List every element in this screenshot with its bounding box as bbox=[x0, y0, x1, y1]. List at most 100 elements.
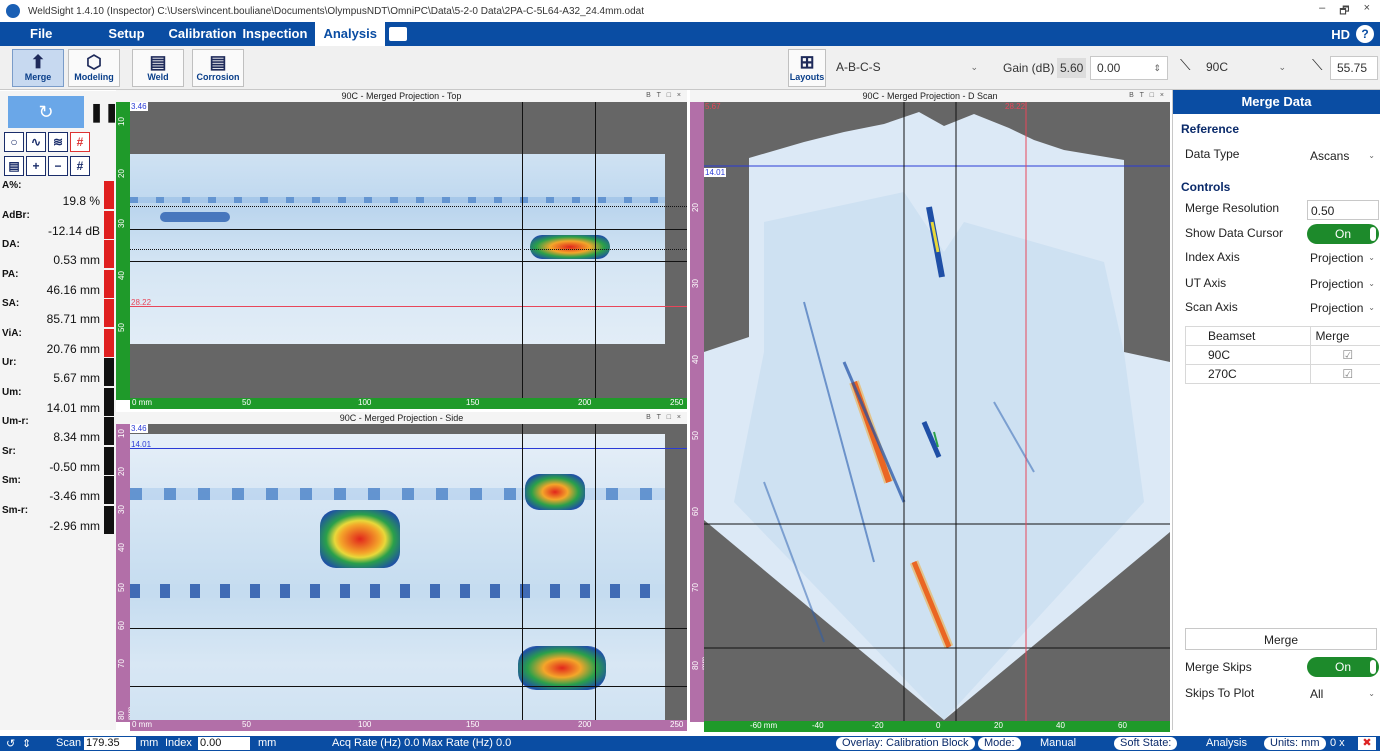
merge-checkbox[interactable]: ☑ bbox=[1310, 364, 1380, 384]
weld-tool-button[interactable]: ▤ Weld bbox=[132, 49, 184, 87]
angle-input[interactable]: 55.75 bbox=[1330, 56, 1378, 80]
title-bar: WeldSight 1.4.10 (Inspector) C:\Users\vi… bbox=[0, 0, 1380, 22]
dscan-plot[interactable]: 5.67 14.01 28.22 bbox=[704, 102, 1170, 722]
document-icon: ▤ bbox=[209, 52, 227, 72]
index-axis-select[interactable]: Projection ⌄ bbox=[1307, 248, 1379, 268]
units-status[interactable]: Units: mm bbox=[1264, 737, 1326, 750]
measurement-key: A%: bbox=[2, 180, 22, 191]
measurement-row: SA: 85.71 mm bbox=[2, 298, 114, 328]
alarm-icon[interactable]: ✖ bbox=[1358, 737, 1376, 750]
vtick: 70 bbox=[691, 583, 700, 592]
vtick: 50 bbox=[691, 431, 700, 440]
index-input[interactable]: 0.00 bbox=[198, 737, 250, 750]
table-row[interactable]: 90C ☑ bbox=[1184, 345, 1380, 365]
measurement-key: ViA: bbox=[2, 327, 22, 339]
dscan-vertical-axis[interactable]: 20 30 40 50 60 70 80 mm bbox=[690, 102, 709, 722]
menu-inspection[interactable]: Inspection bbox=[242, 26, 308, 41]
panel-toggle-icon[interactable] bbox=[388, 27, 407, 41]
merge-button[interactable]: Merge bbox=[1185, 628, 1377, 650]
merge-resolution-input[interactable]: 0.50 bbox=[1307, 200, 1379, 220]
remove-icon[interactable]: − bbox=[48, 156, 68, 176]
beamset-name: 270C bbox=[1184, 364, 1312, 384]
panel-controls[interactable]: B T □ × bbox=[646, 92, 683, 99]
skips-to-plot-value: All bbox=[1310, 687, 1324, 701]
top-view-vertical-axis[interactable]: 10 20 30 40 50 bbox=[116, 102, 130, 400]
layout-select[interactable]: A-B-C-S ⌄ bbox=[830, 56, 984, 80]
side-view-horizontal-axis[interactable]: 0 mm 50 100 150 200 250 bbox=[130, 720, 687, 731]
minimize-button[interactable]: – bbox=[1319, 1, 1326, 14]
table-row[interactable]: 270C ☑ bbox=[1184, 364, 1380, 384]
skips-to-plot-select[interactable]: All ⌄ bbox=[1307, 684, 1379, 704]
axis-swap-icon[interactable]: ⇕ bbox=[22, 738, 32, 750]
close-button[interactable]: × bbox=[1363, 1, 1370, 14]
gain-input[interactable]: 0.00 ⇕ bbox=[1090, 56, 1168, 80]
pause-button[interactable]: ❚❚ bbox=[89, 96, 119, 128]
beam-icon: ⟍ bbox=[1180, 57, 1191, 74]
mode-label: Mode: bbox=[978, 737, 1021, 750]
merge-skips-toggle[interactable]: On bbox=[1307, 657, 1379, 677]
menu-setup[interactable]: Setup bbox=[108, 26, 145, 41]
scan-axis-select[interactable]: Projection ⌄ bbox=[1307, 298, 1379, 318]
measurement-bar bbox=[104, 387, 114, 416]
side-view-plot[interactable]: 3.46 14.01 bbox=[130, 424, 687, 722]
indication-hotspot bbox=[320, 510, 400, 568]
panel-controls[interactable]: B T □ × bbox=[646, 414, 683, 421]
max-rate: Max Rate (Hz) 0.0 bbox=[422, 737, 512, 749]
cursor-line bbox=[130, 261, 687, 262]
chevron-down-icon: ⌄ bbox=[1368, 253, 1375, 262]
corrosion-tool-button[interactable]: ▤ Corrosion bbox=[192, 49, 244, 87]
help-icon[interactable]: ? bbox=[1356, 25, 1374, 43]
menu-calibration[interactable]: Calibration bbox=[168, 26, 237, 41]
mode-value[interactable]: Manual bbox=[1040, 737, 1077, 749]
beam-select[interactable]: 90C ⌄ bbox=[1200, 56, 1292, 80]
menu-bar: File Setup Calibration Inspection Analys… bbox=[0, 22, 1380, 46]
cursor-label: 3.46 bbox=[130, 424, 148, 433]
measurement-bar bbox=[104, 358, 114, 386]
measurement-value: -0.50 mm bbox=[49, 459, 100, 474]
dscan-horizontal-axis[interactable]: -60 mm -40 -20 0 20 40 60 bbox=[704, 721, 1170, 732]
panel-controls[interactable]: B T □ × bbox=[1129, 92, 1166, 99]
add-icon[interactable]: + bbox=[26, 156, 46, 176]
ut-axis-value: Projection bbox=[1310, 277, 1364, 291]
grid-cursor-icon[interactable]: # bbox=[70, 132, 90, 152]
report-icon[interactable]: ▤ bbox=[4, 156, 24, 176]
refresh-button[interactable]: ↻ bbox=[8, 96, 84, 128]
spinner-icon[interactable]: ⇕ bbox=[1153, 63, 1161, 73]
layouts-button[interactable]: ⊞ Layouts bbox=[788, 49, 826, 87]
side-view-vertical-axis[interactable]: 10 20 30 40 50 60 70 80 mm bbox=[116, 424, 135, 722]
alarm-count: 0 x bbox=[1330, 737, 1345, 749]
measurement-row: Um-r: 8.34 mm bbox=[2, 416, 114, 446]
merge-tool-button[interactable]: ⬆ Merge bbox=[12, 49, 64, 87]
indication-hotspot bbox=[530, 235, 610, 259]
measurement-bar bbox=[104, 210, 114, 239]
top-view-horizontal-axis[interactable]: 0 mm 50 100 150 200 250 bbox=[130, 398, 687, 409]
ut-axis-select[interactable]: Projection ⌄ bbox=[1307, 274, 1379, 294]
merge-checkbox[interactable]: ☑ bbox=[1310, 345, 1380, 365]
menu-analysis[interactable]: Analysis bbox=[315, 22, 385, 46]
modeling-tool-button[interactable]: ⬡ Modeling bbox=[68, 49, 120, 87]
scan-input[interactable]: 179.35 bbox=[84, 737, 136, 750]
vtick: 20 bbox=[691, 203, 700, 212]
undo-icon[interactable]: ↺ bbox=[6, 738, 16, 750]
scan-cursor bbox=[522, 424, 523, 722]
measurement-bar bbox=[104, 446, 114, 475]
ascan-icon[interactable]: ∿ bbox=[26, 132, 46, 152]
menu-file[interactable]: File bbox=[30, 26, 53, 41]
htick: 150 bbox=[466, 720, 480, 729]
indication-band bbox=[130, 197, 665, 203]
measurement-key: AdBr: bbox=[2, 209, 30, 221]
overlay-status[interactable]: Overlay: Calibration Block bbox=[836, 737, 975, 750]
data-type-select[interactable]: Ascans ⌄ bbox=[1307, 146, 1379, 166]
hash-icon[interactable]: # bbox=[70, 156, 90, 176]
circle-cursor-icon[interactable]: ○ bbox=[4, 132, 24, 152]
top-view-plot[interactable]: 3.46 28.22 bbox=[130, 102, 687, 400]
corrosion-tool-label: Corrosion bbox=[196, 72, 240, 82]
envelope-icon[interactable]: ≋ bbox=[48, 132, 68, 152]
show-cursor-toggle[interactable]: On bbox=[1307, 224, 1379, 244]
indication-band bbox=[130, 584, 665, 598]
measurement-row: ViA: 20.76 mm bbox=[2, 328, 114, 358]
scan-axis-value: Projection bbox=[1310, 301, 1364, 315]
maximize-button[interactable]: 🗗 bbox=[1339, 4, 1350, 17]
index-axis-value: Projection bbox=[1310, 251, 1364, 265]
measurement-value: 46.16 mm bbox=[46, 282, 100, 297]
